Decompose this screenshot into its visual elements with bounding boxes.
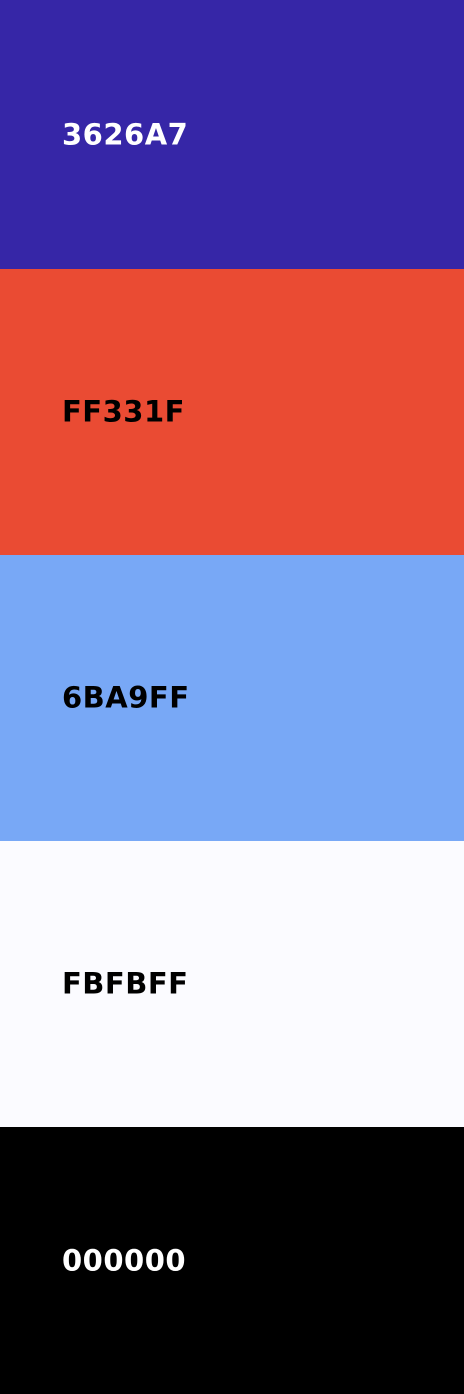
swatch-hex-label: 6BA9FF — [62, 680, 190, 715]
color-swatch: 6BA9FF — [0, 555, 464, 841]
swatch-hex-label: 3626A7 — [62, 117, 189, 151]
color-swatch: FF331F — [0, 269, 464, 555]
color-swatch: 000000 — [0, 1127, 464, 1394]
swatch-hex-label: FBFBFF — [62, 966, 189, 1001]
color-swatch: 3626A7 — [0, 0, 464, 269]
swatch-hex-label: 000000 — [62, 1243, 187, 1277]
color-swatch: FBFBFF — [0, 841, 464, 1127]
swatch-hex-label: FF331F — [62, 394, 185, 429]
